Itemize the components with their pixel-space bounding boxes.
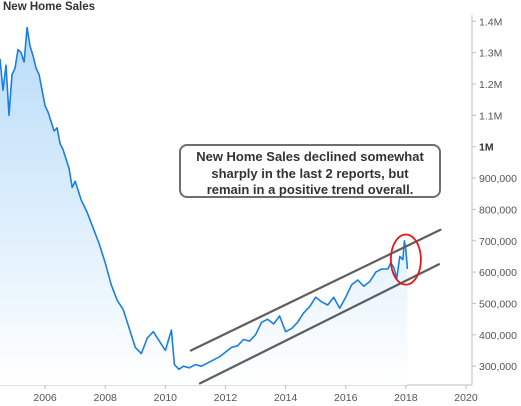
y-tick-label: 1.4M bbox=[479, 16, 502, 28]
y-axis: 300,000 400,000 500,000 600,000 700,000 800,0… bbox=[472, 16, 517, 373]
x-axis: 2006 2008 2010 2012 2014 2016 2018 2020 bbox=[33, 385, 478, 404]
area-layer bbox=[0, 27, 408, 385]
x-tick-label: 2010 bbox=[154, 392, 178, 404]
annotation-line: sharply in the last 2 reports, but bbox=[211, 165, 409, 181]
y-tick-label: 1.1M bbox=[479, 110, 502, 122]
overlay-layer bbox=[189, 228, 442, 385]
annotation-callout: New Home Sales declined somewhat sharply… bbox=[179, 144, 441, 198]
y-tick-label: 1M bbox=[479, 142, 494, 154]
y-tick-label: 400,000 bbox=[479, 330, 517, 342]
x-tick-label: 2020 bbox=[454, 392, 478, 404]
y-tick-label: 1.2M bbox=[479, 79, 502, 91]
annotation-line: remain in a positive trend overall. bbox=[206, 182, 414, 197]
series-line bbox=[0, 26, 409, 371]
trend-line-upper bbox=[189, 228, 442, 352]
trend-line-lower bbox=[198, 263, 441, 385]
y-tick-label: 900,000 bbox=[479, 173, 517, 185]
annotation-line: New Home Sales declined somewhat bbox=[196, 149, 424, 164]
line-layer bbox=[0, 26, 409, 371]
x-tick-label: 2008 bbox=[94, 392, 118, 404]
y-tick-label: 800,000 bbox=[479, 204, 517, 216]
y-tick-label: 300,000 bbox=[479, 361, 517, 373]
chart-title: New Home Sales bbox=[3, 1, 96, 13]
y-tick-label: 600,000 bbox=[479, 267, 517, 279]
y-tick-label: 700,000 bbox=[479, 236, 517, 248]
y-tick-label: 500,000 bbox=[479, 298, 517, 310]
x-tick-label: 2012 bbox=[214, 392, 238, 404]
highlight-ellipse bbox=[389, 233, 422, 286]
x-tick-label: 2006 bbox=[33, 392, 57, 404]
x-tick-label: 2016 bbox=[334, 392, 358, 404]
series-area bbox=[0, 27, 408, 385]
y-tick-label: 1.3M bbox=[479, 48, 502, 60]
x-tick-label: 2018 bbox=[394, 392, 418, 404]
x-tick-label: 2014 bbox=[274, 392, 298, 404]
